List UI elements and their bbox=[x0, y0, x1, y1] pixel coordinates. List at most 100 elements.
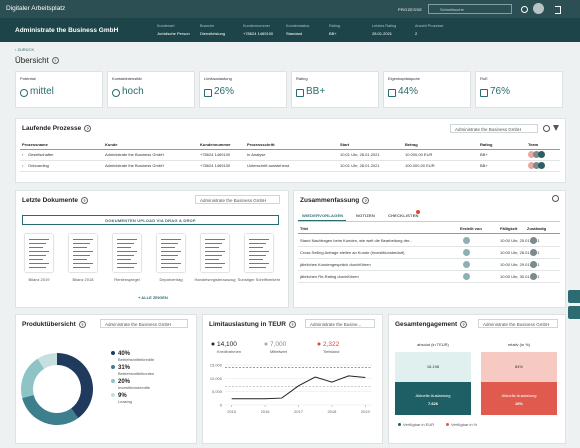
field-label: Branche bbox=[200, 24, 215, 28]
text-line bbox=[205, 267, 222, 268]
user-avatar[interactable] bbox=[533, 3, 544, 14]
avatar bbox=[528, 151, 535, 158]
add-icon[interactable] bbox=[552, 195, 559, 202]
help-icon[interactable] bbox=[521, 6, 528, 13]
filter-select[interactable]: Administrate the Business GmbH bbox=[478, 319, 558, 328]
text-line bbox=[29, 239, 49, 240]
document-thumb[interactable] bbox=[113, 234, 141, 272]
summary-panel bbox=[293, 190, 566, 308]
title-text: Letzte Dokumente bbox=[22, 197, 78, 205]
kpi-card bbox=[475, 71, 563, 108]
help-icon[interactable]: ? bbox=[362, 197, 370, 204]
expand-icon[interactable]: › bbox=[22, 152, 24, 157]
documents-panel bbox=[15, 190, 289, 308]
back-link[interactable]: ‹ ZURÜCK bbox=[15, 47, 35, 52]
cell: Onboarding bbox=[28, 163, 49, 168]
avatar bbox=[533, 151, 540, 158]
text-line bbox=[29, 251, 49, 252]
due-date: 10:00 Uhr, 30.01.2021 bbox=[500, 274, 540, 279]
field-value: Juristische Person bbox=[157, 31, 190, 36]
upload-box[interactable]: DOKUMENTEN UPLOAD VIA DRAG & DROP bbox=[22, 215, 279, 225]
side-button[interactable] bbox=[568, 290, 580, 303]
bar-heading: absolut (in TEUR) bbox=[417, 342, 449, 347]
document-thumb[interactable] bbox=[245, 234, 273, 272]
show-all[interactable]: + ALLE ZEIGEN bbox=[138, 295, 168, 300]
logout-icon[interactable] bbox=[555, 6, 561, 14]
document-name: Bilanz 2018 bbox=[72, 277, 94, 282]
help-icon[interactable]: ? bbox=[288, 321, 296, 328]
back-text[interactable]: ZURÜCK bbox=[17, 47, 35, 52]
tab[interactable]: NOTIZEN bbox=[356, 213, 375, 218]
row-rule bbox=[20, 160, 560, 161]
document-thumb[interactable] bbox=[25, 234, 53, 272]
row-rule bbox=[298, 258, 560, 259]
task-title[interactable]: Cross Selling Anfrage stellen an Kunde (… bbox=[300, 250, 405, 255]
customer-name: Administrate the Business GmbH bbox=[15, 27, 119, 34]
legend-dot bbox=[446, 423, 449, 426]
filter-select[interactable]: Administrate the Busine... bbox=[305, 319, 375, 328]
cell: +78624 1469100 bbox=[200, 163, 231, 168]
help-icon[interactable]: ? bbox=[51, 57, 59, 65]
due-date: 10:00 Uhr, 29.01.2021 bbox=[500, 262, 540, 267]
document-name: Depotvertrag bbox=[159, 277, 183, 282]
filter-select[interactable]: Administrate the Business GmbH bbox=[450, 124, 538, 133]
text-line bbox=[249, 239, 269, 240]
cell: Unterschrift ausstehend bbox=[247, 163, 290, 168]
panel-title: Gesamtengagement? bbox=[395, 321, 468, 328]
side-button[interactable] bbox=[568, 306, 580, 319]
kpi-value: BB+ bbox=[306, 86, 326, 97]
search-box[interactable] bbox=[428, 4, 512, 14]
task-title[interactable]: jährliches Kundengespräch durchführen bbox=[300, 262, 371, 267]
text-line bbox=[205, 239, 225, 240]
title-text: Produktübersicht bbox=[22, 321, 76, 329]
document-thumb[interactable] bbox=[201, 234, 229, 272]
nav-link[interactable]: PROZESSE bbox=[398, 7, 423, 12]
task-title[interactable]: Stand Nachfragen beim Kunden, wie weit d… bbox=[300, 238, 413, 243]
avatar bbox=[530, 237, 537, 244]
help-icon[interactable]: ? bbox=[80, 197, 88, 204]
panel-title: Letzte Dokumente? bbox=[22, 197, 88, 204]
field-value: Dienstleistung bbox=[200, 31, 226, 36]
help-icon[interactable]: ? bbox=[84, 125, 92, 132]
help-icon[interactable]: ? bbox=[460, 321, 468, 328]
avatar bbox=[463, 261, 470, 268]
customer-bar bbox=[0, 18, 580, 42]
column-header: Rating bbox=[480, 142, 493, 147]
filter-icon[interactable] bbox=[553, 125, 559, 131]
document-thumb[interactable] bbox=[157, 234, 185, 272]
text-line bbox=[249, 267, 266, 268]
kpi-icon bbox=[480, 89, 488, 97]
cell: Administrate the Business GmbH bbox=[105, 152, 164, 157]
document-name: Rentenspiegel bbox=[114, 277, 140, 282]
task-title[interactable]: jährlichen Re-Rating durchführen bbox=[300, 274, 359, 279]
bar-used-value: 7.626 bbox=[427, 401, 438, 406]
kpi-label: RoE bbox=[480, 76, 488, 81]
tab[interactable]: CHECKLISTEN bbox=[388, 213, 419, 218]
filter-select[interactable]: Administrate the Business GmbH bbox=[100, 319, 188, 328]
page-title-text: Übersicht bbox=[15, 56, 49, 65]
column-header: Fälligkeit bbox=[500, 226, 518, 231]
kpi-icon bbox=[20, 89, 28, 97]
text-line bbox=[161, 251, 181, 252]
text-line bbox=[117, 255, 134, 256]
avatar bbox=[533, 162, 540, 169]
text-line bbox=[73, 239, 93, 240]
help-icon[interactable]: ? bbox=[78, 321, 86, 328]
kpi-value: hoch bbox=[122, 86, 144, 97]
kpi-icon bbox=[204, 89, 212, 97]
avatar bbox=[530, 261, 537, 268]
document-thumb[interactable] bbox=[69, 234, 97, 272]
kpi-value: 44% bbox=[398, 86, 419, 97]
filter-select[interactable]: Administrate the Business GmbH bbox=[195, 195, 280, 204]
kpi-label: Kontaktintensität bbox=[112, 76, 142, 81]
title-text: Laufende Prozesse bbox=[22, 125, 82, 133]
text-line bbox=[205, 243, 222, 244]
legend-name: Verfügbar in % bbox=[451, 422, 478, 427]
tab[interactable]: WIEDERVORLAGEN bbox=[302, 213, 344, 218]
search-icon[interactable] bbox=[543, 125, 550, 132]
due-date: 10:00 Uhr, 25.01.2021 bbox=[500, 238, 540, 243]
kpi-value: 76% bbox=[490, 86, 511, 97]
expand-icon[interactable]: › bbox=[22, 163, 24, 168]
text-line bbox=[161, 255, 178, 256]
text-line bbox=[205, 247, 219, 248]
